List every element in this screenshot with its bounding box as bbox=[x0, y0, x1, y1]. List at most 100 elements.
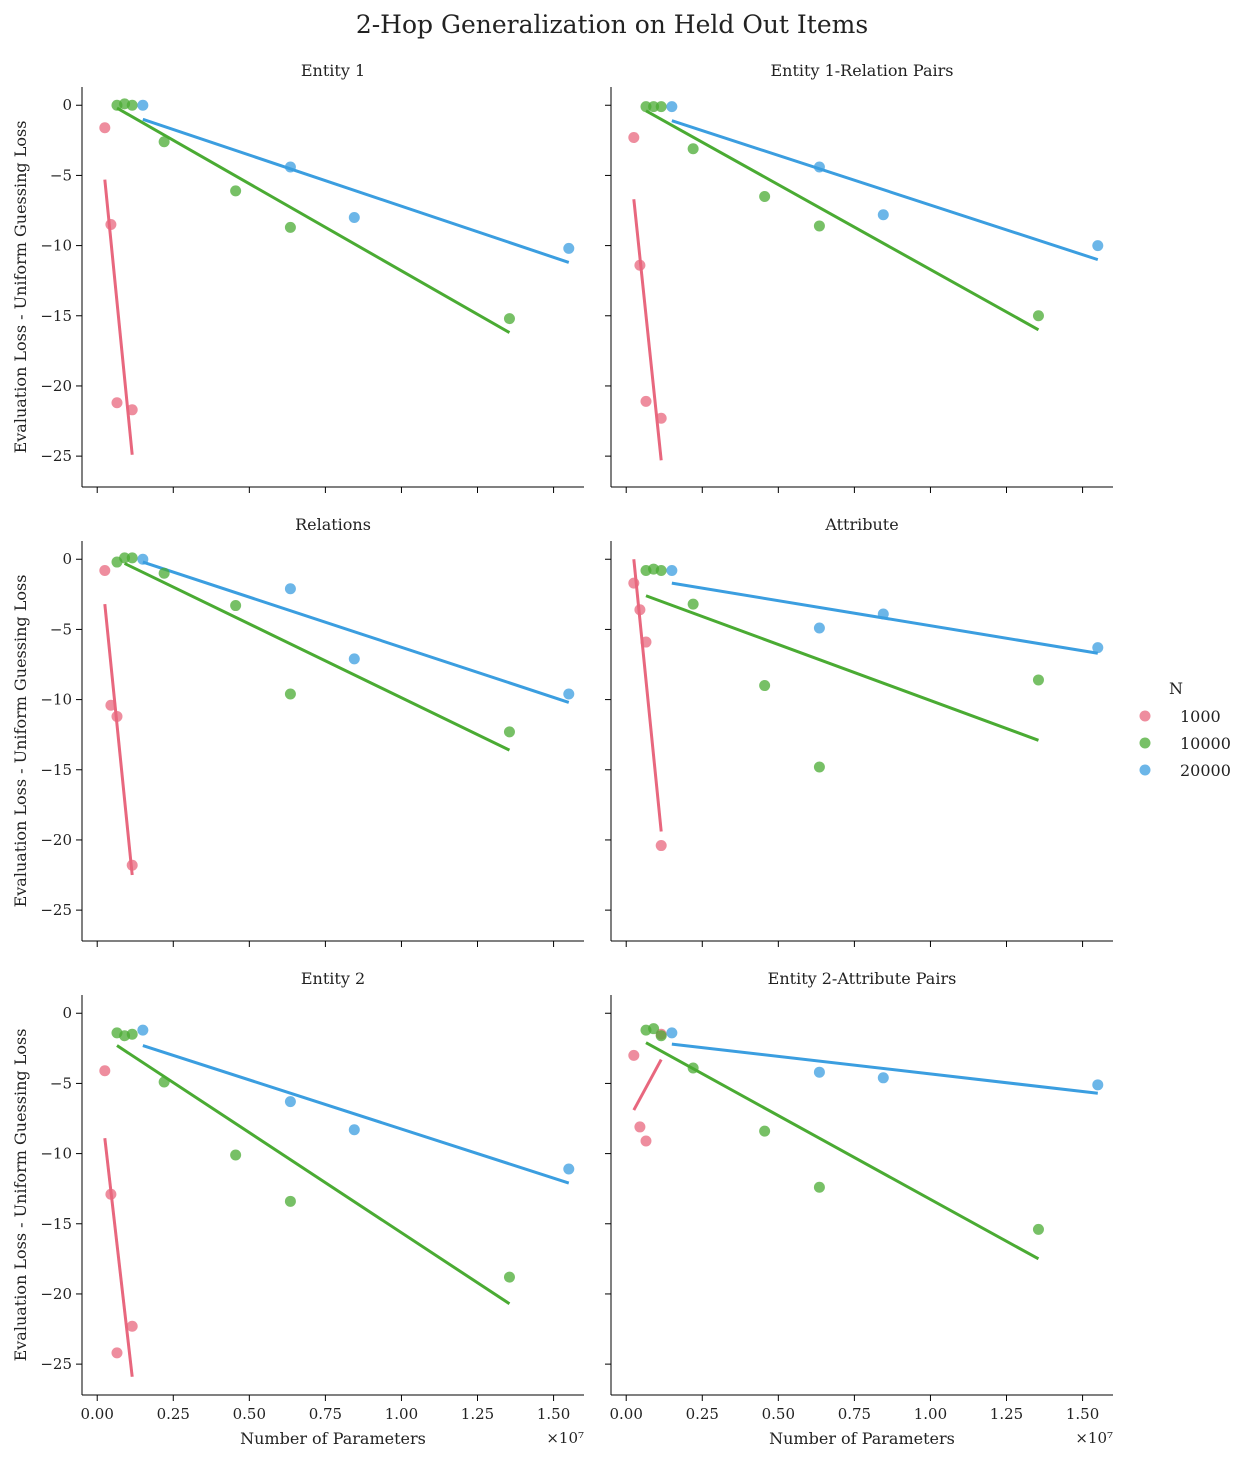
data-point-n10000 bbox=[503, 313, 515, 325]
data-point-n10000 bbox=[158, 136, 170, 148]
x-tick-label: 1.50 bbox=[537, 1405, 570, 1423]
data-point-n10000 bbox=[648, 1023, 660, 1035]
panel: Entity 2-Attribute Pairs 0.00 0.25 0.50 0.75… bbox=[605, 969, 1113, 1448]
fit-line-n10000 bbox=[116, 106, 511, 334]
x-tick-label: 1.00 bbox=[385, 1405, 418, 1423]
y-tick-label: −25 bbox=[40, 901, 72, 919]
data-point-n1000 bbox=[628, 577, 640, 589]
data-point-n20000 bbox=[813, 622, 825, 634]
legend-marker bbox=[1139, 737, 1151, 749]
data-point-n10000 bbox=[158, 567, 170, 579]
data-point-n10000 bbox=[648, 101, 660, 113]
data-point-n10000 bbox=[1032, 674, 1044, 686]
x-tick-label: 0.25 bbox=[157, 1405, 190, 1423]
panels: Entity 1 0 −5 −10 −15 −20 −25 Evaluation Loss -… bbox=[11, 61, 1113, 1448]
panel: Entity 1 0 −5 −10 −15 −20 −25 Evaluation Loss -… bbox=[11, 61, 584, 493]
data-point-n10000 bbox=[158, 1076, 170, 1088]
data-point-n1000 bbox=[655, 412, 667, 424]
y-tick-label: −5 bbox=[50, 1074, 72, 1092]
data-point-n1000 bbox=[105, 1188, 117, 1200]
data-point-n20000 bbox=[137, 553, 149, 565]
panel-title: Relations bbox=[295, 515, 371, 534]
data-point-n10000 bbox=[813, 761, 825, 773]
legend-label: 10000 bbox=[1180, 734, 1231, 753]
data-point-n20000 bbox=[284, 1096, 296, 1108]
data-point-n10000 bbox=[655, 1030, 667, 1042]
x-tick-label: 0.75 bbox=[838, 1405, 871, 1423]
x-tick-label: 1.50 bbox=[1066, 1405, 1099, 1423]
data-point-n1000 bbox=[105, 219, 117, 231]
fit-line-n1000 bbox=[103, 1137, 134, 1377]
data-point-n20000 bbox=[137, 1024, 149, 1036]
data-point-n1000 bbox=[634, 1121, 646, 1133]
fit-line-n20000 bbox=[671, 1042, 1098, 1095]
data-point-n1000 bbox=[111, 1347, 123, 1359]
y-tick-label: −15 bbox=[40, 761, 72, 779]
data-point-n1000 bbox=[126, 859, 138, 871]
data-point-n20000 bbox=[137, 99, 149, 111]
legend-marker bbox=[1139, 710, 1151, 722]
data-point-n10000 bbox=[687, 1062, 699, 1074]
panel: Entity 2 0 −5 −10 −15 −20 −25 0.00 0.25 0.50 0.75 1… bbox=[11, 969, 584, 1448]
data-point-n10000 bbox=[813, 220, 825, 232]
data-point-n1000 bbox=[111, 397, 123, 409]
data-point-n1000 bbox=[99, 1065, 111, 1077]
data-point-n1000 bbox=[105, 699, 117, 711]
data-point-n10000 bbox=[655, 101, 667, 113]
fit-line-n10000 bbox=[116, 1044, 511, 1306]
data-point-n20000 bbox=[563, 688, 575, 700]
data-point-n10000 bbox=[1032, 310, 1044, 322]
fit-line-n20000 bbox=[142, 117, 570, 264]
data-point-n20000 bbox=[563, 242, 575, 254]
fit-line-n10000 bbox=[645, 109, 1040, 332]
data-point-n20000 bbox=[877, 608, 889, 620]
data-point-n20000 bbox=[284, 161, 296, 173]
data-point-n10000 bbox=[503, 1271, 515, 1283]
x-tick-label: 0.75 bbox=[309, 1405, 342, 1423]
data-point-n10000 bbox=[126, 1028, 138, 1040]
y-tick-label: 0 bbox=[62, 1004, 72, 1022]
y-tick-label: −5 bbox=[50, 166, 72, 184]
data-point-n10000 bbox=[1032, 1223, 1044, 1235]
data-point-n20000 bbox=[813, 161, 825, 173]
data-point-n10000 bbox=[640, 101, 652, 113]
legend-label: 1000 bbox=[1180, 707, 1221, 726]
y-tick-label: 0 bbox=[62, 550, 72, 568]
data-point-n10000 bbox=[759, 1125, 771, 1137]
data-point-n1000 bbox=[628, 1049, 640, 1061]
data-point-n20000 bbox=[348, 1124, 360, 1136]
y-tick-label: −25 bbox=[40, 1355, 72, 1373]
panel: Entity 1-Relation Pairs bbox=[605, 61, 1113, 493]
data-point-n20000 bbox=[1092, 642, 1104, 654]
fit-line-n10000 bbox=[123, 562, 511, 752]
data-point-n10000 bbox=[126, 99, 138, 111]
y-tick-label: 0 bbox=[62, 96, 72, 114]
panel-title: Entity 2-Attribute Pairs bbox=[768, 969, 957, 988]
y-tick-label: −20 bbox=[40, 1285, 72, 1303]
legend-title: N bbox=[1169, 679, 1183, 698]
y-tick-label: −20 bbox=[40, 831, 72, 849]
data-point-n1000 bbox=[634, 259, 646, 271]
x-axis-label: Number of Parameters bbox=[240, 1429, 426, 1448]
x-tick-label: 0.50 bbox=[762, 1405, 795, 1423]
data-point-n1000 bbox=[634, 604, 646, 616]
data-point-n20000 bbox=[877, 209, 889, 221]
data-point-n1000 bbox=[126, 1320, 138, 1332]
data-point-n1000 bbox=[640, 1135, 652, 1147]
x-scale-label: ×10⁷ bbox=[1075, 1429, 1113, 1447]
data-point-n10000 bbox=[813, 1181, 825, 1193]
x-tick-label: 0.50 bbox=[233, 1405, 266, 1423]
data-point-n1000 bbox=[628, 132, 640, 144]
fit-line-n1000 bbox=[103, 604, 134, 876]
fit-line-n10000 bbox=[645, 594, 1039, 742]
data-point-n1000 bbox=[99, 564, 111, 576]
y-tick-label: −20 bbox=[40, 377, 72, 395]
y-tick-label: −5 bbox=[50, 620, 72, 638]
x-scale-label: ×10⁷ bbox=[546, 1429, 584, 1447]
y-axis-label: Evaluation Loss - Uniform Guessing Loss bbox=[11, 575, 30, 908]
panel-title: Entity 1 bbox=[301, 61, 365, 80]
data-point-n10000 bbox=[759, 680, 771, 692]
fit-line-n20000 bbox=[142, 1044, 570, 1185]
data-point-n20000 bbox=[348, 653, 360, 665]
x-tick-label: 0.00 bbox=[610, 1405, 643, 1423]
